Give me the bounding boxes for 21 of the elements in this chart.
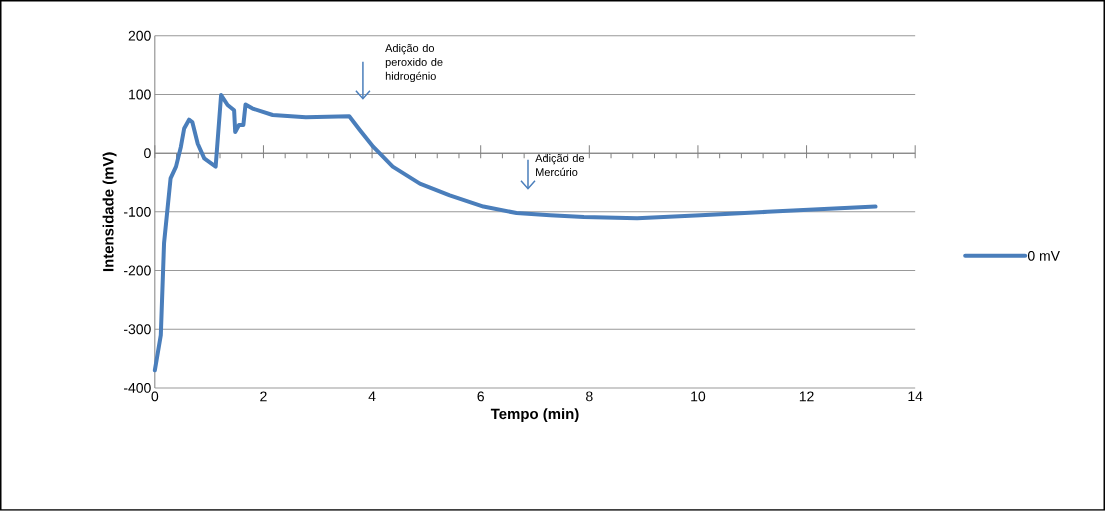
y-tick-label: 100 [129, 89, 151, 100]
x-tick-label: 2 [260, 391, 267, 402]
x-axis-title: Tempo (min) [490, 408, 579, 423]
y-tick-label: -200 [124, 265, 151, 276]
annotation: Adição do peroxido de hidrogénio [385, 44, 443, 83]
x-tick-label: 12 [799, 391, 814, 402]
x-tick-label: 14 [908, 391, 923, 402]
line-series [152, 93, 878, 373]
legend-label: 0 mV [1027, 251, 1060, 261]
annotation: Adição de Mercúrio [535, 154, 585, 177]
x-tick-label: 0 [151, 391, 159, 402]
y-tick-label: 0 [144, 148, 151, 159]
y-tick-label: -100 [124, 207, 151, 217]
x-tick-label: 8 [586, 391, 593, 402]
y-tick-label: -400 [124, 383, 151, 393]
y-tick-label: -300 [124, 324, 151, 335]
x-tick-label: 10 [691, 391, 706, 402]
y-tick-label: 200 [128, 30, 151, 41]
x-tick-label: 4 [368, 391, 376, 402]
y-axis-title: Intensidade (mV) [102, 152, 117, 272]
x-tick-label: 6 [477, 391, 484, 402]
